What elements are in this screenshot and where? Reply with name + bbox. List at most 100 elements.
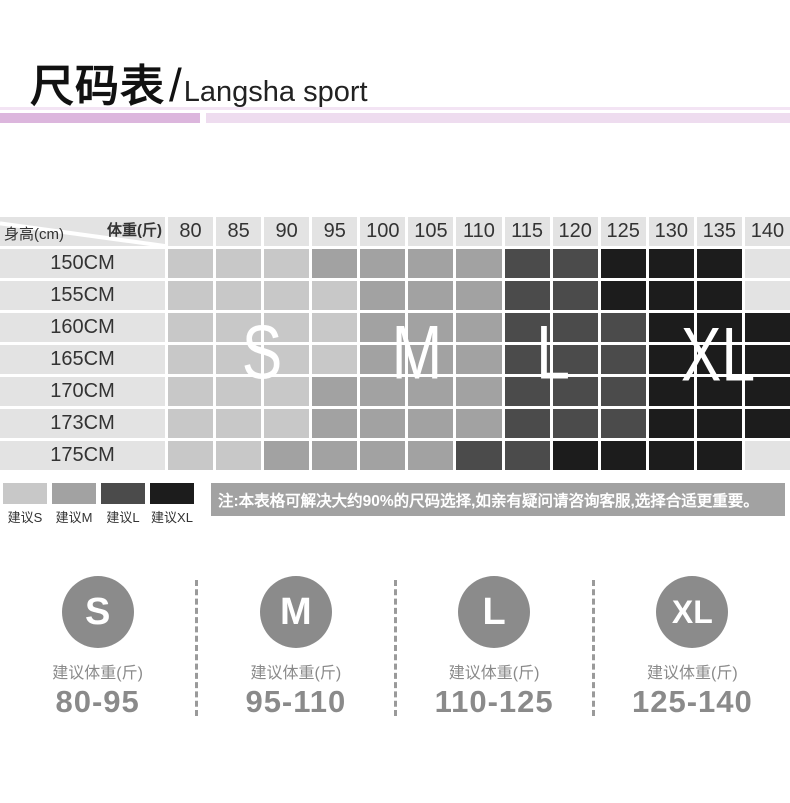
- size-cell-s: [168, 441, 214, 470]
- height-row-label: 150CM: [0, 249, 165, 278]
- weight-column-header: 140: [744, 217, 790, 246]
- weight-range: 95-110: [245, 684, 347, 719]
- size-cell-xl: [648, 409, 694, 438]
- size-cell-s: [216, 313, 262, 342]
- legend-item: 建议S: [3, 483, 47, 526]
- size-cell-s: [312, 281, 358, 310]
- size-cell-xl: [648, 249, 694, 278]
- size-circle-xl: XL: [656, 576, 729, 648]
- height-row-label: 170CM: [0, 377, 165, 406]
- size-cell-m: [360, 313, 406, 342]
- size-cell-s: [168, 313, 214, 342]
- legend-item: 建议M: [52, 483, 96, 526]
- height-axis-label: 身高(cm): [4, 226, 64, 243]
- size-cell-xl: [648, 281, 694, 310]
- size-cell-s: [264, 281, 310, 310]
- recommended-weight-label: 建议体重(斤): [250, 665, 342, 682]
- size-cell-xl: [696, 313, 742, 342]
- size-cell-l: [504, 441, 550, 470]
- weight-column-header: 105: [408, 217, 454, 246]
- size-cell-s: [168, 249, 214, 278]
- height-row-label: 173CM: [0, 409, 165, 438]
- accent-line: [0, 107, 790, 110]
- weight-range: 110-125: [434, 684, 554, 719]
- size-cell-m: [408, 313, 454, 342]
- size-cell-m: [408, 249, 454, 278]
- size-cell-m: [360, 441, 406, 470]
- table-row: 165CM: [0, 345, 790, 374]
- note-text: 注:本表格可解决大约90%的尺码选择,如亲有疑问请咨询客服,选择合适更重要。: [218, 492, 759, 510]
- size-cell-s: [264, 313, 310, 342]
- size-cell-xl: [696, 345, 742, 374]
- size-cell-xl: [600, 441, 646, 470]
- size-cell-xl: [744, 313, 790, 342]
- legend-label: 建议S: [7, 510, 43, 525]
- size-cell-s: [168, 345, 214, 374]
- size-cell-xl: [696, 409, 742, 438]
- size-cell-l: [552, 313, 598, 342]
- size-cell-l: [600, 313, 646, 342]
- weight-column-header: 95: [312, 217, 358, 246]
- weight-column-header: 115: [504, 217, 550, 246]
- size-cell-xl: [648, 441, 694, 470]
- size-cell-m: [360, 345, 406, 374]
- size-cell-l: [456, 441, 502, 470]
- accent-bar-left: [0, 113, 200, 123]
- size-cell-m: [456, 249, 502, 278]
- height-row-label: 165CM: [0, 345, 165, 374]
- accent-bar-right: [206, 113, 790, 123]
- weight-column-header: 120: [552, 217, 598, 246]
- legend-swatch-l: [101, 483, 145, 504]
- size-cell-m: [312, 409, 358, 438]
- size-cell-m: [456, 377, 502, 406]
- size-cell-m: [360, 377, 406, 406]
- size-cell-s: [264, 249, 310, 278]
- weight-column-header: 135: [696, 217, 742, 246]
- table-row: 160CM: [0, 313, 790, 342]
- recommended-weight-label: 建议体重(斤): [448, 665, 540, 682]
- size-cell-s: [216, 409, 262, 438]
- size-cell-xl: [696, 441, 742, 470]
- weight-axis-label: 体重(斤): [107, 222, 162, 239]
- recommendation-card-xl: XL 建议体重(斤) 125-140: [595, 576, 790, 720]
- size-cell-l: [552, 409, 598, 438]
- weight-column-header: 100: [360, 217, 406, 246]
- size-cell-s: [312, 345, 358, 374]
- weight-column-header: 80: [168, 217, 214, 246]
- height-row-label: 155CM: [0, 281, 165, 310]
- page-subtitle: Langsha sport: [183, 76, 368, 108]
- weight-column-header: 85: [216, 217, 262, 246]
- table-row: 173CM: [0, 409, 790, 438]
- weight-column-header: 130: [648, 217, 694, 246]
- size-cell-m: [456, 345, 502, 374]
- empty-cell: [744, 281, 790, 310]
- size-cell-m: [312, 249, 358, 278]
- recommended-weight-label: 建议体重(斤): [647, 665, 738, 682]
- size-cell-s: [216, 249, 262, 278]
- diagonal-divider-line: [0, 217, 165, 246]
- recommended-weight-label: 建议体重(斤): [52, 665, 143, 682]
- table-row: 170CM: [0, 377, 790, 406]
- size-cell-m: [264, 441, 310, 470]
- size-cell-xl: [744, 409, 790, 438]
- size-cell-m: [360, 409, 406, 438]
- size-cell-l: [504, 377, 550, 406]
- size-circle-s: S: [61, 576, 134, 648]
- size-cell-m: [360, 281, 406, 310]
- table-row: 175CM: [0, 441, 790, 470]
- size-cell-xl: [600, 249, 646, 278]
- size-cell-xl: [696, 377, 742, 406]
- size-cell-m: [456, 281, 502, 310]
- legend-swatch-xl: [150, 483, 194, 504]
- empty-cell: [744, 441, 790, 470]
- size-cell-xl: [648, 345, 694, 374]
- page-header: 尺码表 / Langsha sport: [30, 50, 368, 114]
- size-cell-s: [168, 409, 214, 438]
- size-cell-xl: [696, 281, 742, 310]
- size-circle-m: M: [259, 576, 332, 648]
- table-header-row: 体重(斤) 身高(cm) 80 85 90 95 100 105 110 115 120 125 1…: [0, 217, 790, 246]
- dashed-divider: [393, 580, 397, 716]
- size-cell-s: [168, 281, 214, 310]
- size-cell-m: [408, 409, 454, 438]
